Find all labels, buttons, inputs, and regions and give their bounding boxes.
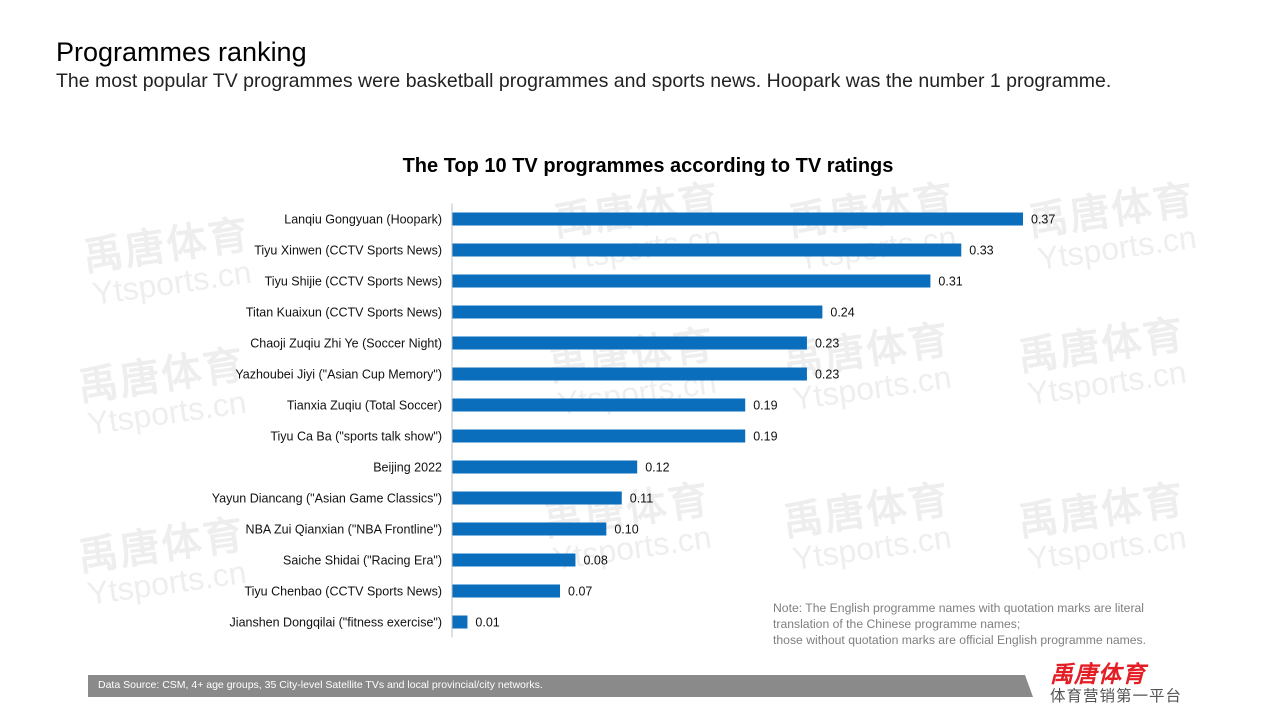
brand-logo: 禹唐体育 bbox=[1050, 661, 1146, 687]
bar bbox=[452, 398, 746, 412]
category-label: Yayun Diancang ("Asian Game Classics") bbox=[212, 492, 442, 506]
page-subtitle: The most popular TV programmes were bask… bbox=[56, 70, 1112, 92]
value-label: 0.01 bbox=[475, 616, 499, 630]
page-title: Programmes ranking bbox=[56, 37, 307, 67]
note: Note: The English programme names with q… bbox=[773, 600, 1146, 648]
category-label: Yazhoubei Jiyi ("Asian Cup Memory") bbox=[235, 368, 442, 382]
value-label: 0.10 bbox=[614, 523, 638, 537]
category-label: Lanqiu Gongyuan (Hoopark) bbox=[284, 213, 442, 227]
bar bbox=[452, 336, 807, 350]
bar bbox=[452, 274, 931, 288]
category-label: NBA Zui Qianxian ("NBA Frontline") bbox=[246, 523, 442, 537]
value-label: 0.31 bbox=[938, 275, 962, 289]
value-label: 0.11 bbox=[630, 492, 653, 506]
value-label: 0.23 bbox=[815, 368, 839, 382]
bar bbox=[452, 615, 468, 629]
value-label: 0.37 bbox=[1031, 213, 1055, 227]
bar bbox=[452, 367, 807, 381]
category-label: Tiyu Chenbao (CCTV Sports News) bbox=[244, 585, 442, 599]
category-label: Titan Kuaixun (CCTV Sports News) bbox=[246, 306, 442, 320]
bar bbox=[452, 212, 1023, 226]
bar bbox=[452, 243, 962, 257]
category-label: Chaoji Zuqiu Zhi Ye (Soccer Night) bbox=[250, 337, 442, 351]
category-label: Tiyu Xinwen (CCTV Sports News) bbox=[254, 244, 442, 258]
bar bbox=[452, 584, 561, 598]
value-label: 0.23 bbox=[815, 337, 839, 351]
bar bbox=[452, 429, 746, 443]
bar bbox=[452, 522, 607, 536]
value-label: 0.08 bbox=[583, 554, 607, 568]
category-label: Tiyu Shijie (CCTV Sports News) bbox=[265, 275, 442, 289]
bar bbox=[452, 553, 576, 567]
category-label: Saiche Shidai ("Racing Era") bbox=[283, 554, 442, 568]
data-source-bar: Data Source: CSM, 4+ age groups, 35 City… bbox=[88, 675, 1033, 697]
bar bbox=[452, 491, 622, 505]
value-label: 0.12 bbox=[645, 461, 669, 475]
bar bbox=[452, 305, 823, 319]
value-label: 0.33 bbox=[969, 244, 993, 258]
category-label: Jianshen Dongqilai ("fitness exercise") bbox=[230, 616, 442, 630]
value-label: 0.19 bbox=[753, 430, 777, 444]
value-label: 0.24 bbox=[830, 306, 854, 320]
note-line: those without quotation marks are offici… bbox=[773, 633, 1147, 647]
category-label: Tianxia Zuqiu (Total Soccer) bbox=[287, 399, 442, 413]
note-line: translation of the Chinese programme nam… bbox=[773, 617, 1021, 631]
chart-title: The Top 10 TV programmes according to TV… bbox=[402, 155, 894, 177]
bar bbox=[452, 460, 638, 474]
brand-slogan: 体育营销第一平台 bbox=[1050, 688, 1183, 705]
category-label: Beijing 2022 bbox=[373, 461, 442, 475]
category-label: Tiyu Ca Ba ("sports talk show") bbox=[270, 430, 442, 444]
value-label: 0.07 bbox=[568, 585, 592, 599]
note-line: Note: The English programme names with q… bbox=[773, 601, 1144, 615]
data-source-text: Data Source: CSM, 4+ age groups, 35 City… bbox=[98, 679, 543, 691]
value-label: 0.19 bbox=[753, 399, 777, 413]
